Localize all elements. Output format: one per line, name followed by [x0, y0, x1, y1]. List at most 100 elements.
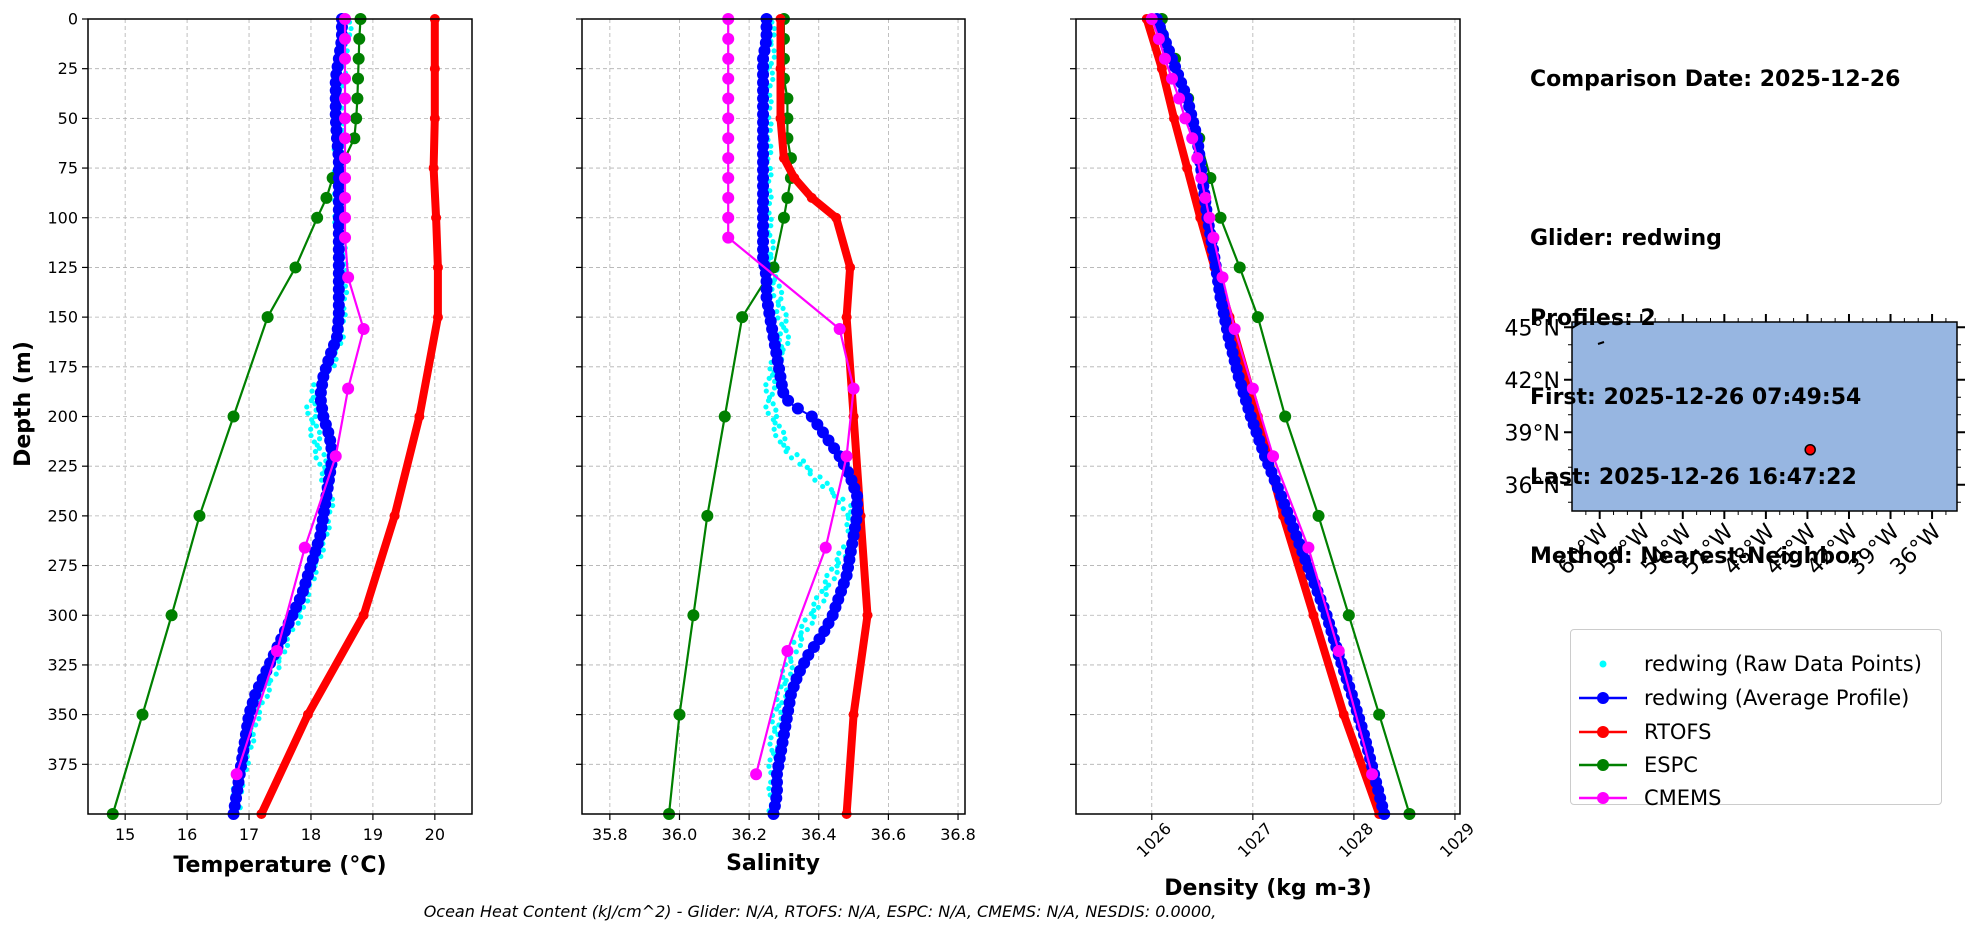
series-rtofs — [256, 14, 443, 819]
raw-point — [768, 216, 774, 222]
x-tick-label: 36.8 — [940, 825, 976, 844]
data-point — [227, 410, 240, 423]
data-point — [1203, 211, 1216, 224]
x-tick-label: 17 — [239, 825, 259, 844]
raw-point — [845, 515, 852, 521]
raw-point — [777, 439, 783, 445]
raw-point — [308, 398, 314, 404]
y-tick-label: 350 — [47, 705, 78, 724]
data-point — [352, 72, 365, 85]
data-point — [775, 63, 786, 74]
legend-item-glider: redwing (Average Profile) — [1571, 684, 1941, 712]
raw-point — [250, 731, 256, 738]
data-point — [339, 132, 352, 145]
data-point — [687, 609, 700, 622]
x-tick-label: 36.6 — [871, 825, 907, 844]
raw-point — [781, 429, 787, 435]
comparison-date: Comparison Date: 2025-12-26 — [1530, 67, 1901, 92]
data-point — [339, 92, 352, 105]
x-tick-label: 16 — [177, 825, 197, 844]
data-point — [833, 323, 846, 336]
raw-point — [831, 493, 837, 499]
raw-point — [343, 289, 350, 296]
first-profile-time: First: 2025-12-26 07:49:54 — [1530, 385, 1862, 410]
raw-point — [821, 598, 827, 604]
raw-point — [312, 413, 319, 420]
raw-point — [264, 693, 270, 699]
data-point — [193, 509, 206, 522]
raw-point — [763, 388, 769, 394]
raw-point — [840, 506, 846, 512]
series-redwing-average-profile- — [1150, 13, 1391, 820]
legend-swatch-raw — [1599, 660, 1607, 668]
data-point — [1195, 172, 1208, 184]
raw-point — [767, 757, 773, 763]
data-point — [298, 541, 311, 554]
legend-label-glider: redwing (Average Profile) — [1644, 686, 1910, 710]
raw-point — [772, 420, 778, 426]
spacer — [1530, 147, 1900, 174]
data-point — [1302, 541, 1315, 554]
raw-point — [284, 642, 291, 649]
data-point — [722, 112, 735, 125]
raw-point — [248, 744, 254, 750]
legend-label-cmems: CMEMS — [1644, 786, 1722, 810]
data-point — [339, 191, 352, 204]
data-point — [339, 152, 352, 165]
x-tick-label: 1029 — [1436, 819, 1478, 861]
lat-label: 45°N — [1505, 316, 1560, 341]
raw-point — [788, 455, 795, 461]
data-point — [165, 609, 178, 622]
raw-point — [768, 99, 774, 105]
legend-label-rtofs: RTOFS — [1644, 720, 1712, 744]
raw-point — [308, 432, 314, 439]
glider-location-marker — [1804, 444, 1816, 456]
raw-point — [768, 735, 774, 741]
data-point — [311, 211, 324, 224]
x-tick-label: 35.8 — [592, 825, 628, 844]
raw-point — [823, 591, 829, 598]
raw-point — [773, 413, 780, 420]
raw-point — [811, 614, 817, 620]
y-tick-label: 375 — [47, 755, 78, 774]
temperature-axis-label: Temperature (°C) — [173, 853, 386, 878]
raw-point — [319, 477, 325, 483]
raw-point — [769, 372, 776, 378]
data-point — [736, 311, 749, 324]
data-point — [432, 312, 443, 323]
raw-point — [774, 308, 780, 315]
raw-point — [782, 436, 788, 442]
raw-point — [333, 356, 339, 362]
data-point — [1152, 32, 1165, 45]
raw-point — [840, 544, 847, 550]
raw-point — [310, 420, 316, 426]
raw-point — [785, 340, 791, 346]
data-point — [1279, 410, 1292, 423]
raw-point — [771, 32, 777, 38]
raw-point — [771, 385, 778, 391]
raw-point — [763, 404, 769, 410]
raw-point — [797, 642, 804, 649]
raw-point — [770, 239, 776, 245]
data-point — [136, 708, 149, 721]
raw-point — [804, 626, 810, 633]
y-tick-label: 225 — [47, 457, 78, 476]
raw-point — [791, 639, 797, 645]
raw-point — [799, 623, 805, 629]
data-point — [329, 450, 342, 463]
data-point — [722, 152, 735, 165]
data-point — [348, 132, 361, 145]
data-point — [722, 32, 735, 45]
data-point — [432, 262, 443, 273]
data-point — [750, 768, 763, 781]
data-point — [270, 645, 283, 658]
legend-swatch-espc — [1579, 759, 1627, 771]
y-tick-label: 100 — [47, 208, 78, 227]
y-tick-label: 50 — [58, 109, 78, 128]
raw-point — [253, 722, 259, 728]
series-line — [776, 19, 872, 815]
raw-point — [797, 461, 803, 467]
raw-point — [767, 83, 773, 89]
data-point — [722, 191, 735, 204]
series-cmems — [230, 13, 370, 781]
